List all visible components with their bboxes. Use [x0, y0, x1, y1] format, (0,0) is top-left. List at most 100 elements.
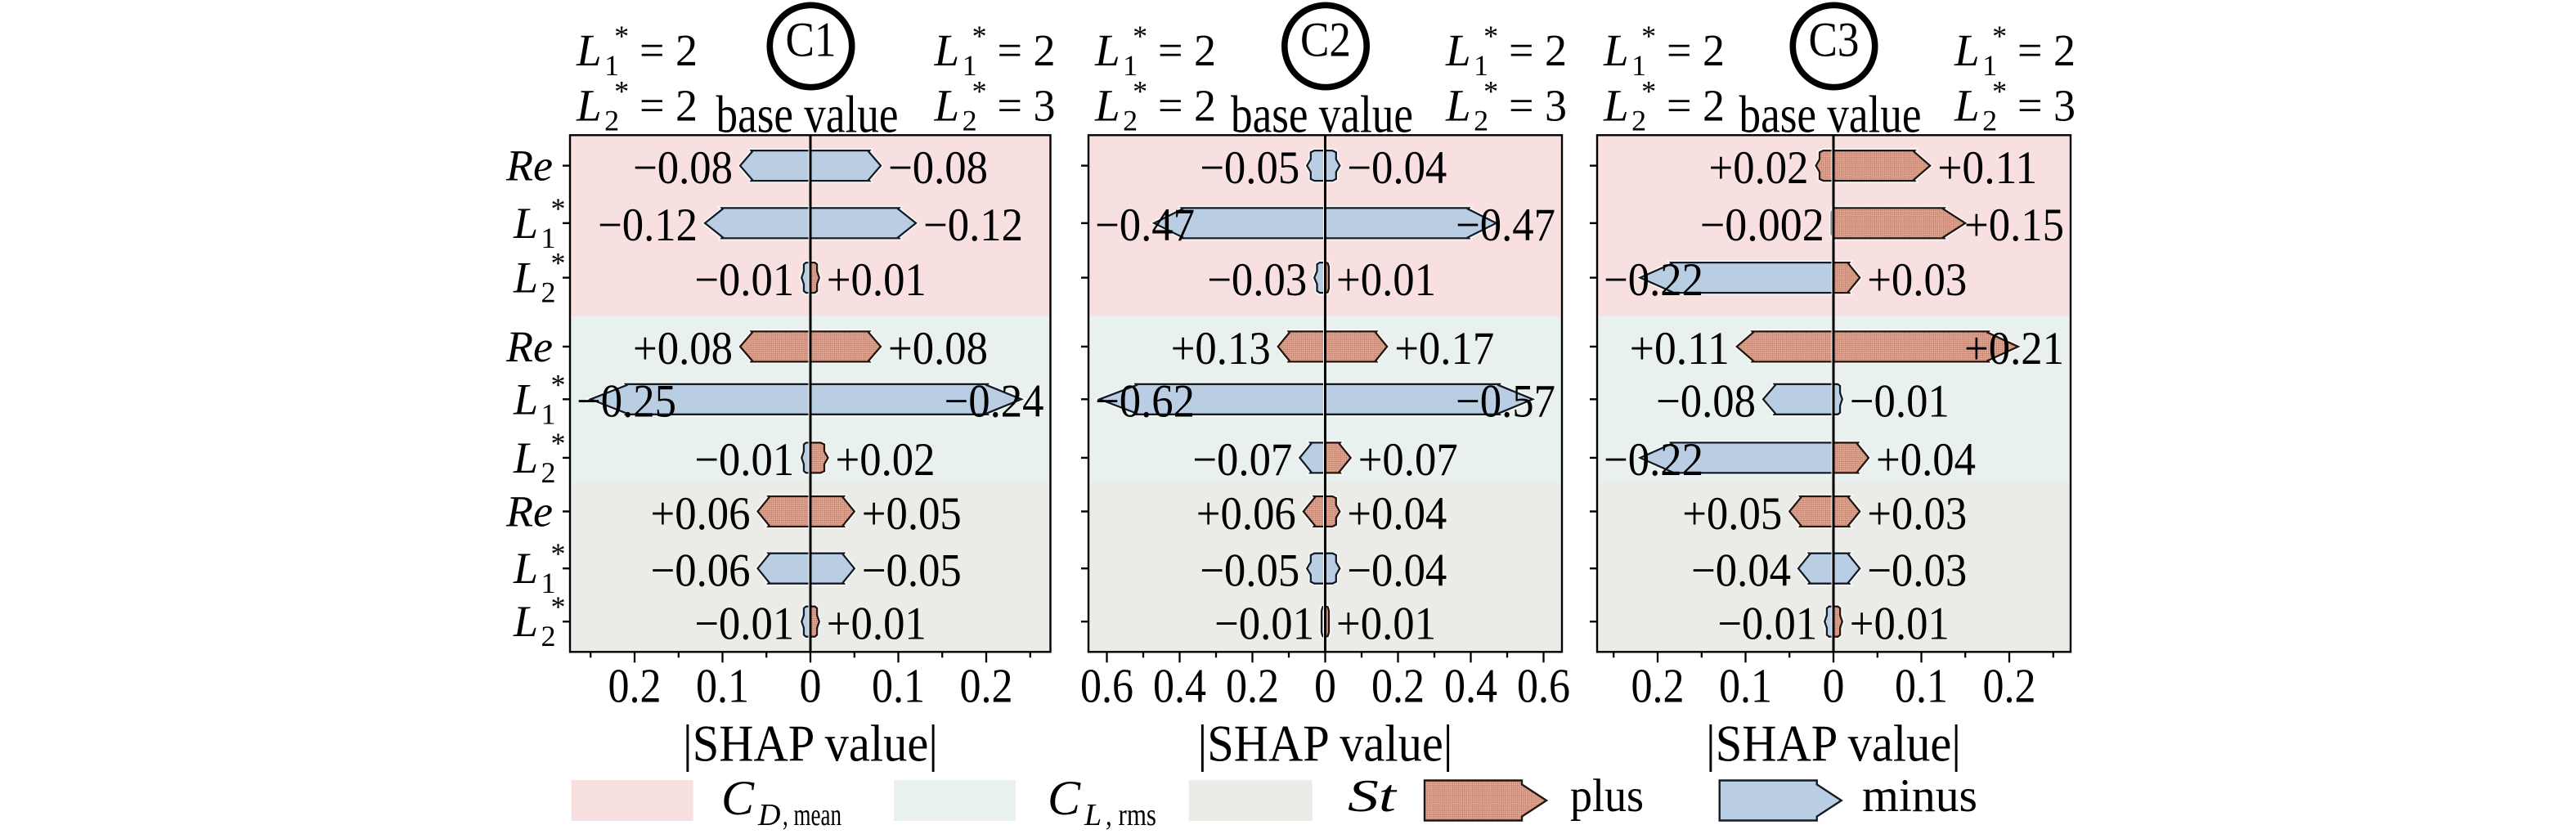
svg-text:−0.57: −0.57	[1456, 376, 1555, 428]
svg-text:0.4: 0.4	[1444, 659, 1497, 713]
svg-text:*: *	[551, 247, 566, 280]
svg-text:2: 2	[963, 105, 977, 137]
svg-text:= 2: = 2	[1158, 81, 1216, 131]
svg-text:+0.06: +0.06	[1196, 488, 1296, 540]
svg-text:+0.08: +0.08	[888, 323, 988, 374]
svg-text:−0.47: −0.47	[1456, 200, 1555, 251]
svg-text:2: 2	[604, 105, 619, 137]
svg-text:minus: minus	[1862, 770, 1977, 822]
svg-text:0.1: 0.1	[696, 659, 749, 713]
svg-text:= 2: = 2	[1667, 81, 1725, 131]
svg-text:−0.12: −0.12	[598, 200, 698, 251]
svg-text:*: *	[972, 20, 987, 52]
svg-text:−0.04: −0.04	[1347, 142, 1447, 194]
svg-text:L: L	[934, 81, 960, 131]
svg-text:= 2: = 2	[1667, 25, 1725, 75]
svg-text:−0.24: −0.24	[945, 376, 1044, 428]
svg-text:0.1: 0.1	[1895, 659, 1948, 713]
svg-text:L: L	[513, 199, 538, 248]
svg-text:+0.11: +0.11	[1630, 323, 1730, 374]
svg-text:2: 2	[1631, 105, 1646, 137]
svg-text:2: 2	[541, 620, 556, 652]
svg-text:−0.12: −0.12	[923, 200, 1023, 251]
svg-text:0: 0	[800, 659, 822, 713]
svg-text:+0.13: +0.13	[1171, 323, 1271, 374]
svg-text:L: L	[1094, 25, 1120, 75]
svg-text:= 2: = 2	[1158, 25, 1216, 75]
svg-text:L: L	[513, 544, 538, 593]
svg-text:L: L	[934, 25, 960, 75]
svg-text:+0.08: +0.08	[633, 323, 733, 374]
svg-text:−0.01: −0.01	[1850, 376, 1950, 428]
svg-text:0: 0	[1314, 659, 1336, 713]
svg-text:0.2: 0.2	[1983, 659, 2036, 713]
svg-text:+0.02: +0.02	[1709, 142, 1809, 194]
svg-text:*: *	[972, 75, 987, 108]
svg-text:, rms: , rms	[1106, 798, 1156, 832]
svg-text:−0.06: −0.06	[651, 545, 751, 597]
svg-text:−0.01: −0.01	[694, 599, 794, 650]
svg-text:0.6: 0.6	[1080, 659, 1133, 713]
svg-text:*: *	[551, 368, 566, 401]
svg-text:−0.002: −0.002	[1700, 200, 1824, 251]
svg-text:1: 1	[1474, 49, 1488, 82]
svg-text:1: 1	[541, 222, 556, 254]
svg-text:= 2: = 2	[2017, 25, 2076, 75]
svg-text:*: *	[614, 75, 629, 108]
svg-text:+0.01: +0.01	[827, 599, 927, 650]
svg-text:*: *	[1483, 20, 1498, 52]
svg-text:Re: Re	[505, 141, 553, 191]
svg-text:1: 1	[541, 397, 556, 430]
svg-text:+0.03: +0.03	[1867, 254, 1967, 306]
svg-text:−0.05: −0.05	[1200, 545, 1299, 597]
svg-text:*: *	[1992, 75, 2007, 108]
svg-text:+0.01: +0.01	[1336, 254, 1436, 306]
svg-text:+0.03: +0.03	[1867, 488, 1967, 540]
svg-text:−0.08: −0.08	[888, 142, 988, 194]
svg-text:, mean: , mean	[783, 798, 841, 832]
svg-text:0.1: 0.1	[872, 659, 925, 713]
svg-text:St: St	[1348, 771, 1398, 822]
svg-text:L: L	[513, 597, 538, 646]
svg-text:2: 2	[541, 456, 556, 489]
svg-text:−0.25: −0.25	[577, 376, 676, 428]
svg-text:*: *	[614, 20, 629, 52]
svg-text:0.2: 0.2	[608, 659, 662, 713]
svg-text:+0.11: +0.11	[1937, 142, 2037, 194]
svg-text:L: L	[1603, 81, 1629, 131]
svg-text:2: 2	[1123, 105, 1138, 137]
svg-text:+0.05: +0.05	[1682, 488, 1782, 540]
svg-text:−0.01: −0.01	[694, 434, 794, 486]
svg-text:−0.05: −0.05	[1200, 142, 1299, 194]
svg-text:−0.07: −0.07	[1192, 434, 1292, 486]
svg-text:D: D	[757, 798, 780, 832]
svg-text:base value: base value	[716, 86, 899, 145]
svg-text:−0.22: −0.22	[1604, 434, 1703, 486]
svg-text:L: L	[1084, 798, 1102, 832]
svg-text:−0.03: −0.03	[1207, 254, 1307, 306]
svg-text:L: L	[1445, 25, 1471, 75]
svg-text:Re: Re	[505, 487, 553, 536]
svg-text:*: *	[1133, 75, 1147, 108]
svg-text:L: L	[513, 253, 538, 303]
svg-text:L: L	[576, 81, 602, 131]
svg-text:1: 1	[541, 567, 556, 599]
svg-text:= 2: = 2	[640, 81, 698, 131]
svg-text:*: *	[1641, 75, 1656, 108]
svg-text:|SHAP value|: |SHAP value|	[683, 715, 938, 773]
svg-text:1: 1	[1982, 49, 1997, 82]
svg-text:0: 0	[1823, 659, 1845, 713]
svg-text:+0.05: +0.05	[862, 488, 962, 540]
svg-text:0.1: 0.1	[1719, 659, 1772, 713]
svg-text:+0.17: +0.17	[1394, 323, 1494, 374]
svg-text:*: *	[1992, 20, 2007, 52]
svg-text:−0.08: −0.08	[633, 142, 733, 194]
svg-text:|SHAP value|: |SHAP value|	[1706, 715, 1961, 773]
svg-text:*: *	[1641, 20, 1656, 52]
svg-text:0.4: 0.4	[1153, 659, 1206, 713]
svg-text:*: *	[551, 427, 566, 460]
svg-text:C2: C2	[1300, 13, 1351, 67]
svg-text:−0.62: −0.62	[1095, 376, 1195, 428]
svg-text:2: 2	[541, 276, 556, 309]
svg-text:1: 1	[604, 49, 619, 82]
